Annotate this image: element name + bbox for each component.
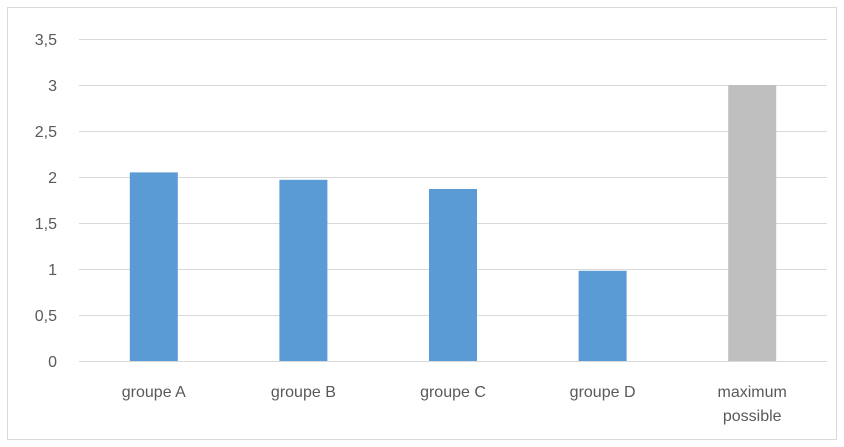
- x-category-label-line: maximum: [718, 384, 787, 401]
- x-axis-category-labels: groupe A groupe B groupe C groupe D maximum p…: [122, 384, 787, 425]
- y-tick-label: 2: [48, 170, 57, 187]
- bars: [129, 85, 777, 361]
- bar-maximum-possible: [728, 85, 777, 361]
- x-category-label: groupe B: [271, 384, 336, 401]
- y-tick-label: 0: [48, 354, 57, 371]
- y-tick-label: 3,5: [35, 32, 57, 49]
- y-tick-label: 1: [48, 262, 57, 279]
- x-category-label-line: groupe C: [420, 384, 486, 401]
- y-tick-label: 3: [48, 78, 57, 95]
- bar-groupe-d: [578, 270, 627, 361]
- bar-groupe-b: [279, 179, 328, 361]
- x-category-label: groupe C: [420, 384, 486, 401]
- y-tick-label: 2,5: [35, 124, 57, 141]
- x-category-label-line: groupe D: [570, 384, 636, 401]
- y-axis-tick-labels: 0 0,5 1 1,5 2 2,5 3 3,5: [35, 32, 57, 371]
- x-category-label-line: groupe B: [271, 384, 336, 401]
- bar-groupe-c: [429, 189, 477, 361]
- x-category-label-line: possible: [723, 408, 782, 425]
- x-category-label: maximum possible: [718, 384, 787, 425]
- gridlines: [79, 39, 827, 316]
- bar-groupe-a: [129, 172, 178, 361]
- y-tick-label: 1,5: [35, 216, 57, 233]
- x-category-label-line: groupe A: [122, 384, 186, 401]
- x-category-label: groupe D: [570, 384, 636, 401]
- y-tick-label: 0,5: [35, 308, 57, 325]
- x-category-label: groupe A: [122, 384, 186, 401]
